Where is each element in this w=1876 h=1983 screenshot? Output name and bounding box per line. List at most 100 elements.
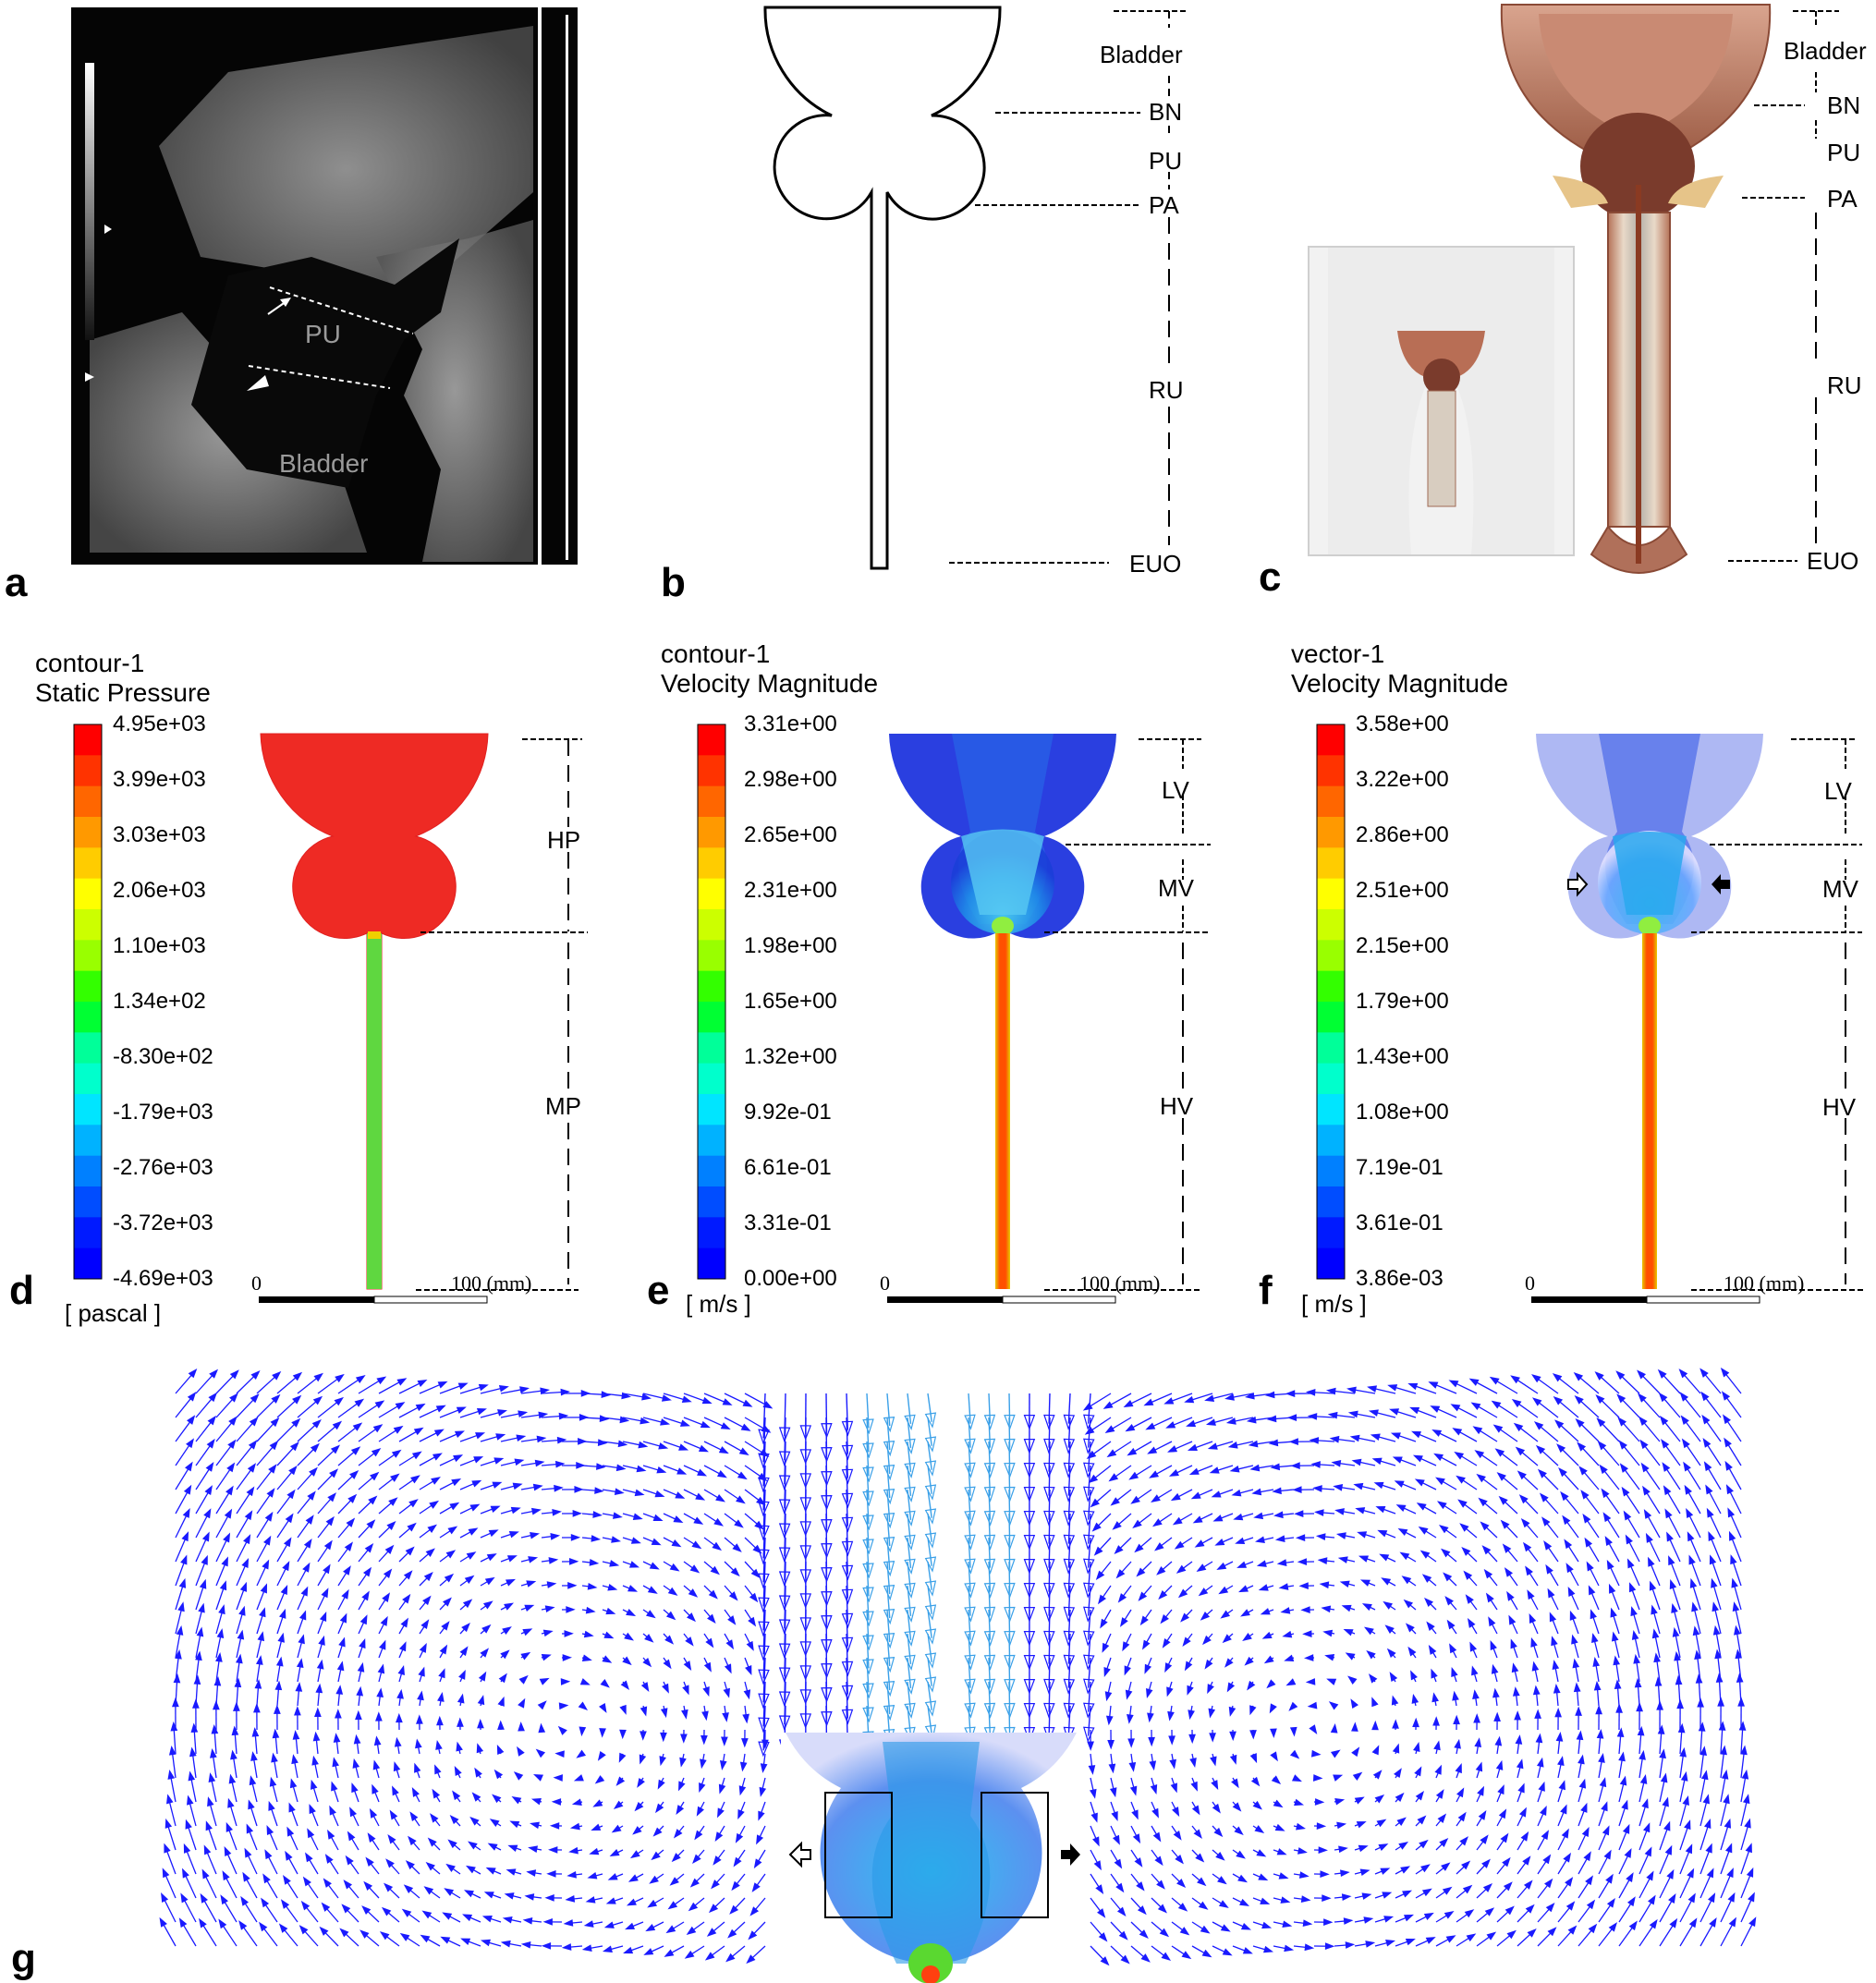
colorbar-tick-label: 1.65e+00: [744, 989, 837, 1014]
colorbar-band: [698, 1063, 725, 1095]
b-region-pa: PA: [1149, 191, 1179, 219]
c-region-euo: EUO: [1807, 547, 1859, 575]
f-title-2: Velocity Magnitude: [1291, 669, 1509, 698]
colorbar-band: [1317, 1217, 1345, 1249]
colorbar-band: [1317, 1032, 1345, 1064]
colorbar-tick-label: 3.31e-01: [744, 1210, 832, 1235]
colorbar-tick-label: 3.86e-03: [1356, 1266, 1444, 1291]
colorbar-band: [698, 1094, 725, 1125]
d-colorbar-ticks: 4.95e+03 3.99e+03 3.03e+03 2.06e+03 1.10e+03…: [113, 712, 261, 1291]
colorbar-tick-label: 4.95e+03: [113, 712, 206, 736]
colorbar-band: [698, 1125, 725, 1157]
c-region-pu: PU: [1827, 139, 1861, 166]
colorbar-band: [698, 878, 725, 910]
e-region-mv: MV: [1158, 874, 1194, 902]
colorbar-tick-label: 2.98e+00: [744, 767, 837, 792]
c-region-pa: PA: [1827, 185, 1858, 213]
c-region-bladder: Bladder: [1784, 37, 1867, 65]
colorbar-tick-label: 0.00e+00: [744, 1266, 837, 1291]
colorbar-band: [74, 1063, 102, 1095]
b-region-ru: RU: [1149, 376, 1184, 404]
d-colorbar: [73, 724, 103, 1280]
d-pressure-geometry: [259, 733, 588, 1304]
panel-c-label: c: [1259, 554, 1282, 600]
d-unit: [ pascal ]: [65, 1299, 162, 1327]
b-region-bladder: Bladder: [1100, 41, 1183, 68]
colorbar-tick-label: -3.72e+03: [113, 1210, 213, 1235]
colorbar-band: [1317, 878, 1345, 910]
panel-d-label: d: [9, 1268, 34, 1313]
colorbar-band: [74, 878, 102, 910]
f-unit: [ m/s ]: [1301, 1290, 1367, 1318]
colorbar-tick-label: -2.76e+03: [113, 1155, 213, 1180]
e-title-1: contour-1: [661, 639, 771, 668]
colorbar-tick-label: 2.31e+00: [744, 878, 837, 903]
colorbar-tick-label: 3.58e+00: [1356, 712, 1449, 736]
f-title-1: vector-1: [1291, 639, 1385, 668]
e-colorbar-ticks: 3.31e+00 2.98e+00 2.65e+00 2.31e+00 1.98e+00…: [744, 712, 892, 1291]
colorbar-tick-label: -8.30e+02: [113, 1044, 213, 1069]
b-region-euo: EUO: [1129, 550, 1182, 578]
f-region-lv: LV: [1824, 777, 1852, 805]
colorbar-band: [74, 940, 102, 972]
colorbar-band: [698, 970, 725, 1003]
b-region-bn: BN: [1149, 98, 1183, 126]
colorbar-band: [74, 785, 102, 818]
d-scale-end: 100 (mm): [451, 1271, 532, 1295]
g-inset-bulb: [786, 1733, 1080, 1983]
f-vector-geometry: [1531, 734, 1865, 1304]
f-region-hv: HV: [1822, 1093, 1857, 1121]
colorbar-band: [698, 1217, 725, 1249]
colorbar-tick-label: 3.22e+00: [1356, 767, 1449, 792]
colorbar-tick-label: -1.79e+03: [113, 1100, 213, 1125]
colorbar-band: [74, 847, 102, 880]
panel-b-label: b: [661, 560, 686, 605]
ultrasound-bladder-label: Bladder: [279, 449, 369, 478]
e-scale-start: 0: [880, 1271, 890, 1295]
b-region-pu: PU: [1149, 147, 1183, 175]
d-title-2: Static Pressure: [35, 678, 211, 707]
d-region-mp: MP: [545, 1092, 581, 1120]
f-region-mv: MV: [1822, 875, 1858, 903]
e-colorbar: [697, 724, 726, 1280]
panel-f: vector-1 Velocity Magnitude 3.58e+00 3.22…: [1257, 638, 1876, 1340]
colorbar-band: [698, 940, 725, 972]
f-scale-end: 100 (mm): [1724, 1271, 1805, 1295]
colorbar-tick-label: 1.32e+00: [744, 1044, 837, 1069]
colorbar-tick-label: 9.92e-01: [744, 1100, 832, 1125]
colorbar-tick-label: 1.79e+00: [1356, 989, 1449, 1014]
colorbar-band: [74, 970, 102, 1003]
colorbar-band: [1317, 847, 1345, 880]
colorbar-band: [698, 1032, 725, 1064]
ultrasound-image: [71, 7, 578, 565]
panel-g: [0, 1367, 1876, 1983]
colorbar-tick-label: 2.15e+00: [1356, 933, 1449, 958]
colorbar-tick-label: 3.31e+00: [744, 712, 837, 736]
anatomy-inset: [1308, 246, 1575, 556]
f-scale-start: 0: [1525, 1271, 1535, 1295]
colorbar-band: [698, 755, 725, 787]
colorbar-tick-label: 2.51e+00: [1356, 878, 1449, 903]
g-vector-field: [159, 1367, 1757, 1966]
colorbar-band: [1317, 817, 1345, 848]
colorbar-band: [698, 847, 725, 880]
colorbar-band: [74, 1217, 102, 1249]
colorbar-band: [698, 1186, 725, 1218]
panel-g-label: g: [11, 1936, 36, 1981]
colorbar-band: [1317, 1002, 1345, 1033]
panel-e: contour-1 Velocity Magnitude 3.31e+00 2.9…: [628, 638, 1257, 1340]
ultrasound-pu-label: PU: [305, 320, 341, 348]
colorbar-band: [698, 909, 725, 941]
panel-c-anatomy: Bladder BN PU PA RU EUO: [1294, 0, 1876, 591]
c-region-ru: RU: [1827, 371, 1862, 399]
d-title-1: contour-1: [35, 649, 145, 677]
colorbar-band: [1317, 1063, 1345, 1095]
f-colorbar: [1316, 724, 1346, 1280]
e-region-hv: HV: [1160, 1092, 1194, 1120]
colorbar-band: [1317, 1186, 1345, 1218]
colorbar-band: [1317, 755, 1345, 787]
colorbar-tick-label: 1.98e+00: [744, 933, 837, 958]
colorbar-band: [698, 724, 725, 756]
colorbar-band: [74, 817, 102, 848]
colorbar-band: [1317, 1155, 1345, 1187]
